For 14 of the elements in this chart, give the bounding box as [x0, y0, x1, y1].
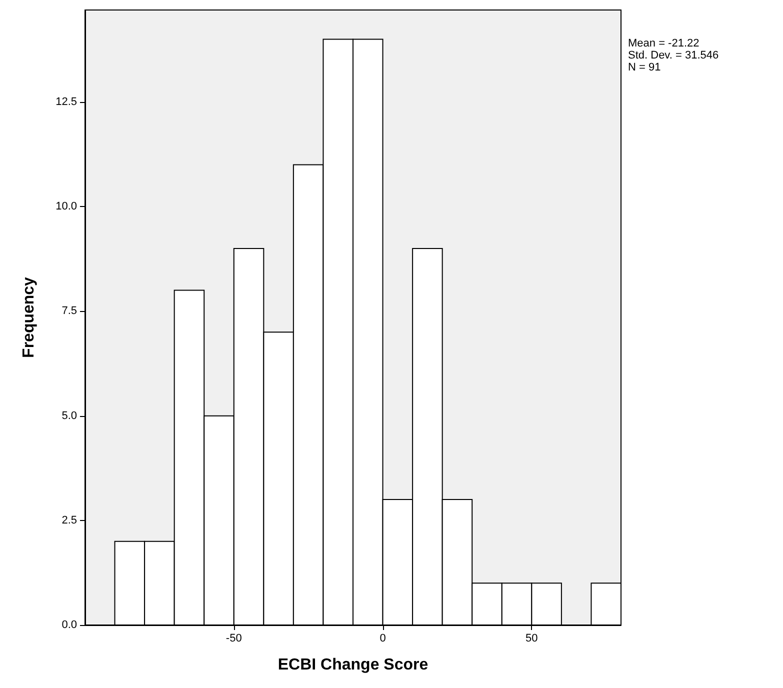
x-axis-title: ECBI Change Score	[278, 656, 428, 674]
text: N = 91	[628, 62, 661, 74]
y-axis-title: Frequency	[20, 276, 38, 358]
y-tick-label: 0.0	[62, 619, 77, 631]
x-tick-label: -50	[226, 632, 242, 644]
y-tick-label: 7.5	[62, 305, 77, 318]
text: Mean = -21.22	[628, 38, 700, 50]
x-tick-label: 50	[526, 632, 538, 644]
y-tick-label: 5.0	[62, 410, 77, 422]
text: Std. Dev. = 31.546	[628, 50, 719, 62]
y-tick-label: 12.5	[56, 96, 77, 108]
y-tick-label: 2.5	[62, 514, 77, 526]
x-tick-label: 0	[380, 632, 386, 644]
y-tick-label: 10.0	[56, 200, 77, 213]
